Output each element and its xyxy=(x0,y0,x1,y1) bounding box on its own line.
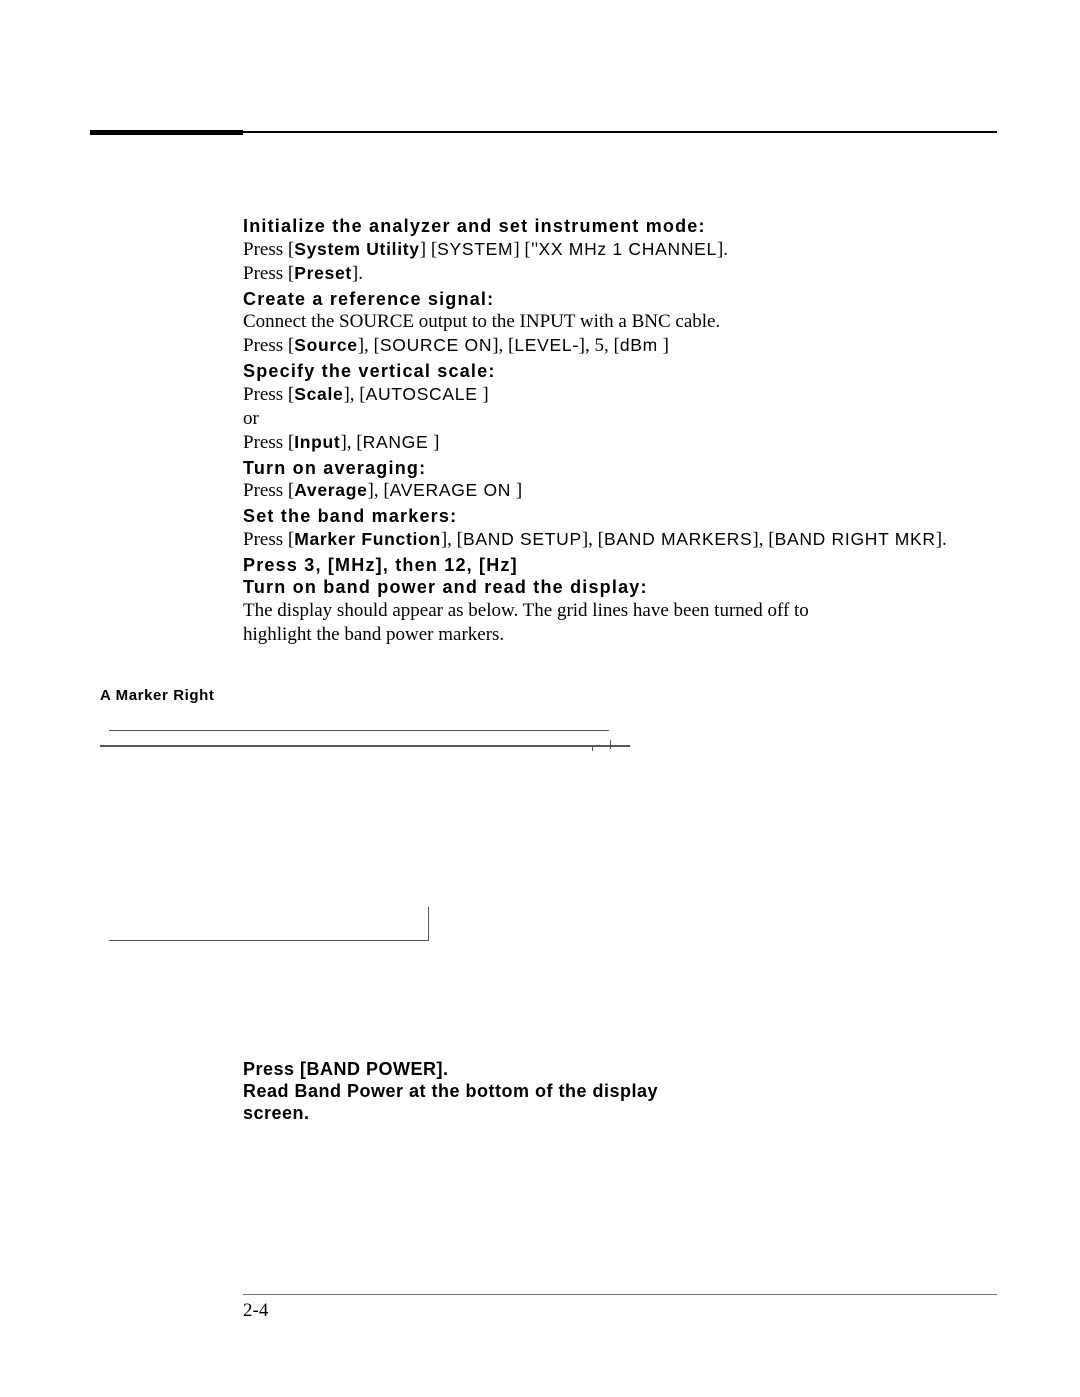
step-body-line: or xyxy=(243,407,990,431)
text: ], [ xyxy=(343,384,365,405)
step-reference: Create a reference signal: Connect the S… xyxy=(243,288,990,359)
step-body-line: Connect the SOURCE output to the INPUT w… xyxy=(243,310,990,334)
text: ], [ xyxy=(340,432,362,453)
fig-tick xyxy=(610,740,611,749)
text: -], 5, [ xyxy=(572,335,619,356)
figure-trace-line xyxy=(109,730,609,731)
hardkey: Preset xyxy=(294,263,352,283)
hardkey: Marker Function xyxy=(294,529,441,549)
softkey: XX MHz 1 CHANNEL xyxy=(539,239,717,259)
softkey: dBm xyxy=(620,335,658,355)
text: ], [ xyxy=(358,335,380,356)
step-heading: Set the band markers: xyxy=(243,505,990,528)
step-body-line: The display should appear as below. The … xyxy=(243,599,990,623)
note-line: Press [BAND POWER]. xyxy=(243,1059,990,1081)
note-line: screen. xyxy=(243,1103,990,1125)
fig-tick xyxy=(592,747,593,751)
text: Press [ xyxy=(243,480,294,501)
step-body-line: Press [Marker Function], [BAND SETUP], [… xyxy=(243,528,990,552)
text: ]. xyxy=(352,263,363,284)
text: ], [ xyxy=(752,529,774,550)
step-initialize: Initialize the analyzer and set instrume… xyxy=(243,215,990,286)
step-heading: Turn on averaging: xyxy=(243,457,990,480)
text: Press [ xyxy=(243,529,294,550)
figure: A Marker Right xyxy=(100,687,630,747)
text: ], [ xyxy=(441,529,463,550)
text: ] xyxy=(658,335,669,356)
text: Press [ xyxy=(243,335,294,356)
step-heading: Specify the vertical scale: xyxy=(243,360,990,383)
step-heading: Initialize the analyzer and set instrume… xyxy=(243,215,990,238)
step-body-line: Press [Source], [SOURCE ON], [LEVEL-], 5… xyxy=(243,334,990,358)
step-body-line: Press [Preset]. xyxy=(243,262,990,286)
softkey: BAND SETUP xyxy=(463,529,582,549)
text: ]. xyxy=(936,529,947,550)
step-heading: Create a reference signal: xyxy=(243,288,990,311)
step-freq-entry: Press 3, [MHz], then 12, [Hz] Turn on ba… xyxy=(243,554,990,647)
step-heading: Press 3, [MHz], then 12, [Hz] xyxy=(243,554,990,577)
text: ]. xyxy=(717,239,728,260)
text: Press [ xyxy=(243,384,294,405)
softkey: BAND RIGHT MKR xyxy=(775,529,936,549)
content-column: Initialize the analyzer and set instrume… xyxy=(243,130,990,1125)
text: ], [ xyxy=(582,529,604,550)
hardkey: System Utility xyxy=(294,239,420,259)
hardkey: Input xyxy=(294,432,340,452)
step-body-line: Press [Input], [RANGE ] xyxy=(243,431,990,455)
figure-plot xyxy=(100,746,630,747)
softkey: BAND MARKERS xyxy=(604,529,752,549)
text: ] [" xyxy=(513,239,538,260)
hardkey: Source xyxy=(294,335,358,355)
text: ], [ xyxy=(492,335,514,356)
step-band-markers: Set the band markers: Press [Marker Func… xyxy=(243,505,990,552)
text: ], [ xyxy=(368,480,390,501)
text: Press [ xyxy=(243,239,294,260)
step-heading: Turn on band power and read the display: xyxy=(243,576,990,599)
softkey: AUTOSCALE xyxy=(366,384,478,404)
hardkey: Average xyxy=(294,480,367,500)
text: ] [ xyxy=(420,239,437,260)
text: Press [ xyxy=(243,432,294,453)
note-line: Read Band Power at the bottom of the dis… xyxy=(243,1081,990,1103)
softkey: SYSTEM xyxy=(437,239,513,259)
text: ] xyxy=(428,432,439,453)
softkey: AVERAGE ON xyxy=(390,480,511,500)
step-body-line: Press [Average], [AVERAGE ON ] xyxy=(243,479,990,503)
figure-axis-bottom xyxy=(109,907,429,941)
bottom-note: Press [BAND POWER]. Read Band Power at t… xyxy=(243,1059,990,1125)
footer-rule xyxy=(243,1294,997,1295)
header-rule-thick xyxy=(90,130,243,135)
figure-header: A Marker Right xyxy=(100,687,630,746)
hardkey: Scale xyxy=(294,384,343,404)
softkey: SOURCE ON xyxy=(380,335,492,355)
text: ] xyxy=(478,384,489,405)
page: Initialize the analyzer and set instrume… xyxy=(0,0,1080,1397)
softkey: LEVEL xyxy=(514,335,572,355)
softkey: RANGE xyxy=(363,432,429,452)
text: ] xyxy=(511,480,522,501)
step-scale: Specify the vertical scale: Press [Scale… xyxy=(243,360,990,454)
header-rule-thin xyxy=(243,131,997,133)
page-number: 2-4 xyxy=(243,1300,268,1322)
step-body-line: highlight the band power markers. xyxy=(243,623,990,647)
step-body-line: Press [System Utility] [SYSTEM] ["XX MHz… xyxy=(243,238,990,262)
text: Press [ xyxy=(243,263,294,284)
step-body-line: Press [Scale], [AUTOSCALE ] xyxy=(243,383,990,407)
step-averaging: Turn on averaging: Press [Average], [AVE… xyxy=(243,457,990,504)
